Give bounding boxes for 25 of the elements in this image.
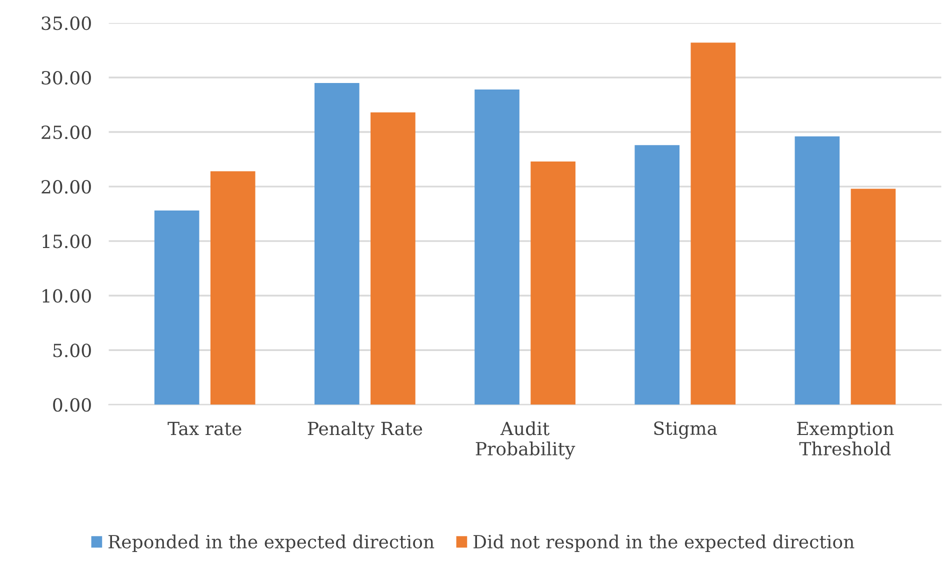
bar [154, 210, 200, 405]
x-tick-label: Audit Probability [476, 421, 576, 460]
bar [474, 89, 520, 405]
y-tick-label: 25.00 [42, 125, 91, 140]
x-tick-label: Exemption Threshold [797, 422, 894, 456]
y-tick-label: 10.00 [42, 289, 91, 303]
bar [530, 161, 576, 405]
y-tick-label: 20.00 [42, 180, 91, 194]
bar [370, 112, 416, 405]
x-tick-label: Tax rate [168, 422, 242, 436]
bar [794, 136, 840, 405]
legend-label: Did not respond in the expected direction [474, 534, 854, 552]
bar [634, 145, 680, 405]
y-tick-label: 35.00 [42, 16, 91, 30]
x-tick-label: Penalty Rate [308, 421, 422, 440]
y-tick-label: 30.00 [42, 70, 91, 85]
bar [210, 171, 256, 405]
legend-label: Reponded in the expected direction [108, 534, 434, 552]
bar [690, 42, 736, 405]
y-tick-label: 5.00 [53, 344, 91, 358]
bar [850, 188, 896, 405]
x-tick-label: Stigma [654, 421, 718, 439]
bar [314, 82, 360, 405]
y-tick-label: 15.00 [42, 234, 91, 248]
y-tick-label: 0.00 [53, 398, 91, 412]
